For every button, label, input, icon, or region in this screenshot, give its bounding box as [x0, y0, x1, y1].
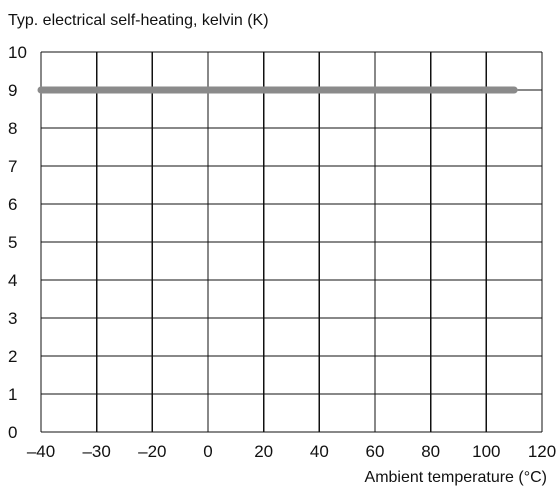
- x-tick-label: 120: [528, 442, 556, 461]
- y-tick-label: 0: [8, 423, 17, 442]
- x-tick-label: –30: [82, 442, 110, 461]
- x-tick-label: 80: [421, 442, 440, 461]
- x-tick-label: 20: [254, 442, 273, 461]
- x-tick-label: –40: [27, 442, 55, 461]
- y-tick-label: 1: [8, 385, 17, 404]
- y-tick-label: 10: [8, 43, 27, 62]
- chart-title: Typ. electrical self-heating, kelvin (K): [8, 12, 269, 29]
- x-tick-label: 60: [366, 442, 385, 461]
- x-tick-label: 0: [203, 442, 212, 461]
- x-axis-label: Ambient temperature (°C): [365, 469, 547, 486]
- y-tick-label: 8: [8, 119, 17, 138]
- y-tick-label: 7: [8, 157, 17, 176]
- y-tick-label: 9: [8, 81, 17, 100]
- x-tick-label: –20: [138, 442, 166, 461]
- x-tick-label: 100: [472, 442, 500, 461]
- y-tick-label: 4: [8, 271, 17, 290]
- y-tick-label: 6: [8, 195, 17, 214]
- y-tick-label: 5: [8, 233, 17, 252]
- y-tick-label: 2: [8, 347, 17, 366]
- grid: [40, 51, 543, 433]
- y-tick-label: 3: [8, 309, 17, 328]
- x-tick-label: 40: [310, 442, 329, 461]
- tick-labels: –40 –30 –20 0 20 40 60 80 100 120 0 1 2 3 4 5 6 7 8 9 10: [8, 43, 556, 461]
